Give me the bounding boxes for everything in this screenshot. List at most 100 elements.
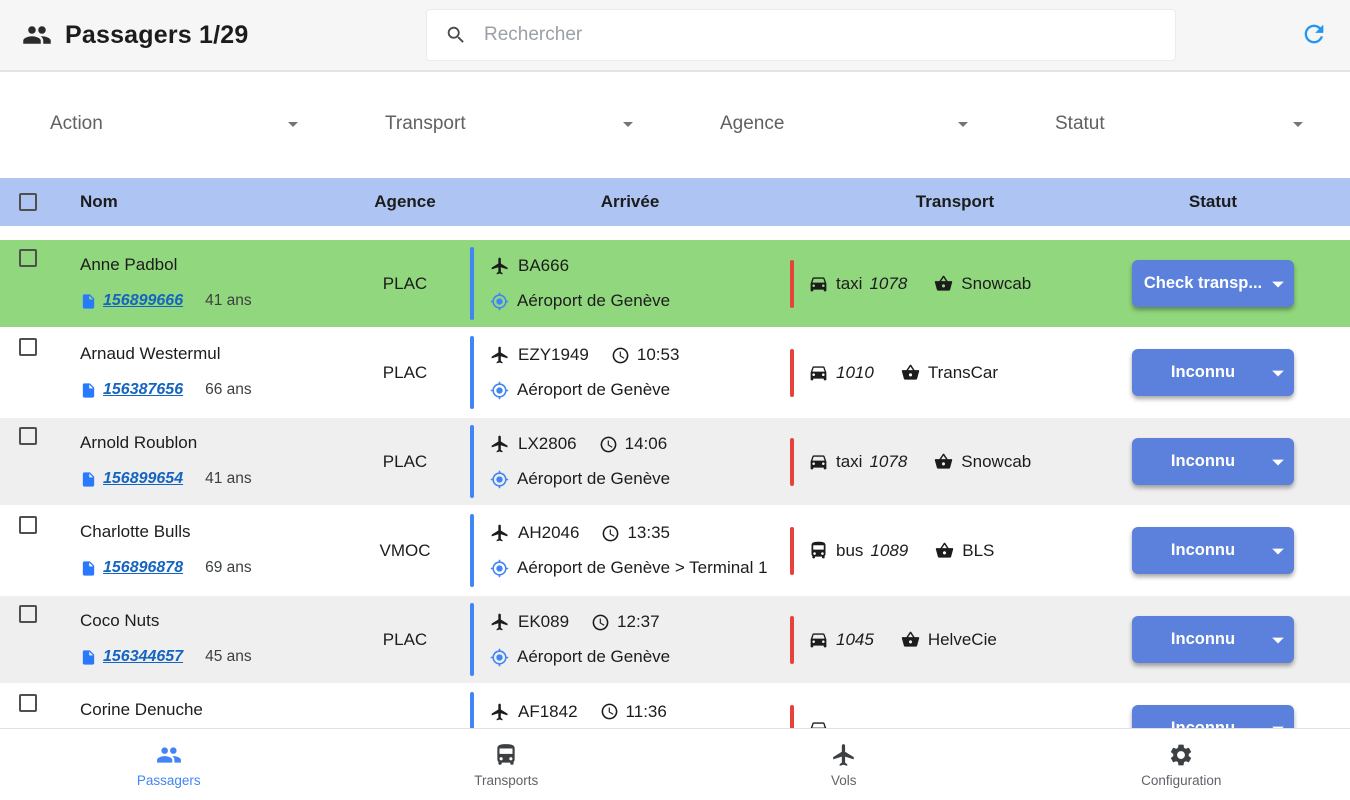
clock-icon — [599, 435, 618, 454]
select-all-cell — [0, 193, 56, 211]
arrow-drop-down-icon — [1264, 359, 1292, 387]
search-bar[interactable] — [426, 9, 1176, 61]
passenger-age: 69 ans — [205, 559, 252, 576]
column-header-arrivee[interactable]: Arrivée — [600, 192, 660, 211]
filter-agence[interactable]: Agence — [700, 112, 985, 148]
passenger-id-link[interactable]: 156896878 — [103, 559, 184, 576]
transport-company: HelveCie — [927, 629, 997, 649]
status-cell: Inconnu — [1120, 349, 1350, 396]
passenger-id-link[interactable]: 156387656 — [103, 381, 184, 398]
arrival-flight-line: BA666 — [490, 256, 790, 276]
arrival-time-group: 11:36 — [600, 702, 667, 722]
table-row: Anne Padbol 156899666 41 ans PLAC BA666 — [0, 240, 1350, 329]
nav-label-transports: Transports — [474, 772, 539, 788]
vehicle-number: 1045 — [836, 629, 874, 649]
passenger-id-link[interactable]: 156344657 — [103, 648, 184, 665]
arrival-time: 13:35 — [627, 523, 670, 542]
transport-cell: 1010 TransCar — [790, 329, 1120, 416]
bus-icon — [808, 540, 829, 561]
status-dropdown-button[interactable]: Check transp... — [1132, 260, 1294, 307]
people-icon — [156, 742, 182, 768]
row-checkbox[interactable] — [19, 338, 37, 356]
company-group: TransCar — [901, 363, 998, 383]
location-target-icon — [490, 648, 509, 667]
passenger-age: 41 ans — [205, 292, 252, 309]
status-cell: Inconnu — [1120, 616, 1350, 663]
flight-number: EZY1949 — [518, 345, 589, 364]
agency-label: PLAC — [382, 362, 428, 382]
basket-icon — [935, 541, 954, 560]
page-title: Passagers 1/29 — [65, 20, 249, 49]
filter-transport-label: Transport — [385, 113, 466, 134]
top-app-bar: Passagers 1/29 — [0, 0, 1350, 72]
car-icon — [808, 451, 829, 472]
row-checkbox[interactable] — [19, 694, 37, 712]
filter-action-label: Action — [50, 113, 103, 134]
arrival-cell: EZY1949 10:53 Aéroport de Genève — [470, 329, 790, 416]
column-header-agence[interactable]: Agence — [374, 192, 436, 211]
select-all-checkbox[interactable] — [19, 193, 37, 211]
status-dropdown-button[interactable]: Inconnu — [1132, 349, 1294, 396]
filter-bar: Action Transport Agence Statut — [0, 72, 1350, 148]
plane-icon — [490, 256, 510, 276]
transport-cell: taxi 1078 Snowcab — [790, 240, 1120, 327]
car-icon — [808, 629, 829, 650]
row-select-cell — [0, 240, 56, 267]
status-cell: Check transp... — [1120, 260, 1350, 307]
arrival-cell: AF1842 11:36 — [470, 685, 790, 772]
transport-company: Snowcab — [961, 273, 1032, 293]
search-input[interactable] — [482, 23, 1157, 47]
row-select-cell — [0, 507, 56, 534]
document-icon — [80, 382, 97, 399]
nav-item-vols[interactable]: Vols — [675, 729, 1013, 800]
row-checkbox[interactable] — [19, 249, 37, 267]
basket-icon — [901, 630, 920, 649]
filter-statut[interactable]: Statut — [1035, 112, 1320, 148]
table-row: Arnaud Westermul 156387656 66 ans PLAC E… — [0, 329, 1350, 418]
arrival-cell: LX2806 14:06 Aéroport de Genève — [470, 418, 790, 505]
table-row: Coco Nuts 156344657 45 ans PLAC EK089 — [0, 596, 1350, 685]
vehicle-number: 1089 — [870, 540, 909, 560]
agency-label: PLAC — [382, 451, 428, 471]
clock-icon — [600, 702, 619, 721]
column-header-nom[interactable]: Nom — [80, 192, 118, 211]
column-header-statut[interactable]: Statut — [1188, 192, 1238, 211]
arrival-location-line: Aéroport de Genève — [490, 647, 790, 667]
people-icon — [22, 20, 52, 50]
chevron-down-icon — [951, 112, 975, 136]
status-dropdown-button[interactable]: Inconnu — [1132, 527, 1294, 574]
nav-item-transports[interactable]: Transports — [338, 729, 676, 800]
status-label: Inconnu — [1170, 452, 1236, 470]
passenger-name: Charlotte Bulls — [80, 522, 191, 541]
passenger-id-link[interactable]: 156899666 — [103, 292, 184, 309]
passenger-table-body: Anne Padbol 156899666 41 ans PLAC BA666 — [0, 240, 1350, 774]
row-checkbox[interactable] — [19, 427, 37, 445]
arrival-time: 10:53 — [636, 345, 680, 364]
row-select-cell — [0, 596, 56, 623]
location-target-icon — [490, 470, 509, 489]
nav-item-configuration[interactable]: Configuration — [1013, 729, 1350, 800]
refresh-button[interactable] — [1300, 20, 1328, 51]
status-dropdown-button[interactable]: Inconnu — [1132, 616, 1294, 663]
passenger-name: Arnold Roublon — [80, 433, 198, 452]
passenger-cell: Charlotte Bulls 156896878 69 ans — [56, 507, 340, 594]
passenger-id-link[interactable]: 156899654 — [103, 470, 184, 487]
arrival-time: 12:37 — [617, 612, 660, 631]
column-header-transport[interactable]: Transport — [915, 192, 995, 211]
row-checkbox[interactable] — [19, 516, 37, 534]
company-group: Snowcab — [934, 452, 1031, 472]
nav-item-passagers[interactable]: Passagers — [0, 729, 338, 800]
filter-transport[interactable]: Transport — [365, 112, 650, 148]
vehicle-number: 1078 — [869, 273, 908, 293]
chevron-down-icon — [616, 112, 640, 136]
filter-action[interactable]: Action — [30, 112, 315, 148]
row-checkbox[interactable] — [19, 605, 37, 623]
page-title-wrap: Passagers 1/29 — [22, 20, 426, 50]
arrow-drop-down-icon — [1264, 448, 1292, 476]
passenger-name: Coco Nuts — [80, 611, 160, 630]
gear-icon — [1168, 742, 1194, 768]
status-dropdown-button[interactable]: Inconnu — [1132, 438, 1294, 485]
passenger-id-line: 156387656 66 ans — [80, 381, 340, 399]
status-label: Inconnu — [1170, 630, 1236, 648]
chevron-down-icon — [1286, 112, 1310, 136]
